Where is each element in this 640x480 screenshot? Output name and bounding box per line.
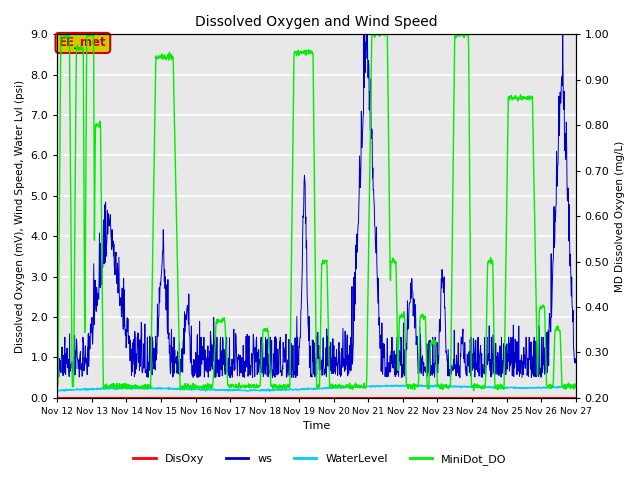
Legend: DisOxy, ws, WaterLevel, MiniDot_DO: DisOxy, ws, WaterLevel, MiniDot_DO	[129, 450, 511, 469]
Text: EE_met: EE_met	[59, 36, 107, 49]
Y-axis label: Dissolved Oxygen (mV), Wind Speed, Water Lvl (psi): Dissolved Oxygen (mV), Wind Speed, Water…	[15, 80, 25, 353]
Y-axis label: MD Dissolved Oxygen (mg/L): MD Dissolved Oxygen (mg/L)	[615, 141, 625, 292]
X-axis label: Time: Time	[303, 421, 330, 432]
Title: Dissolved Oxygen and Wind Speed: Dissolved Oxygen and Wind Speed	[195, 15, 438, 29]
